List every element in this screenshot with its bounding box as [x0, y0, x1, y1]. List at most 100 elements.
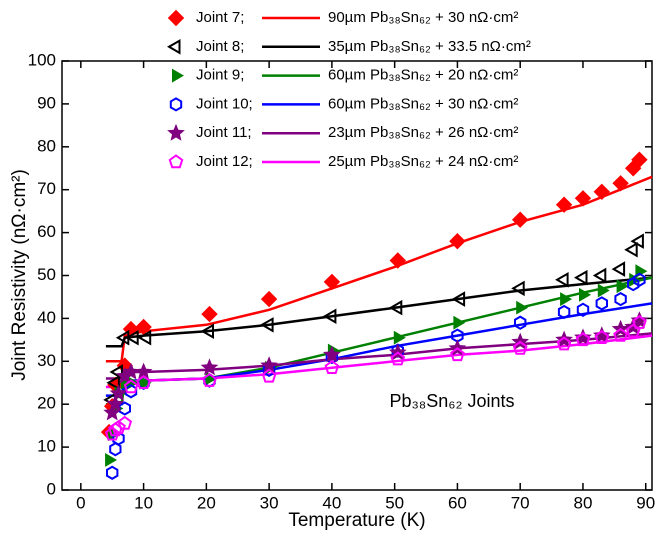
data-point: [103, 403, 122, 421]
data-point: [388, 299, 403, 316]
data-point: [106, 374, 120, 391]
data-point: [104, 426, 120, 441]
x-tick-label: 0: [76, 493, 85, 512]
data-point: [109, 384, 128, 401]
legend-marker: [169, 97, 183, 112]
x-tick-label: 60: [448, 493, 467, 512]
legend-label: Joint 8;: [196, 38, 244, 55]
data-point: [579, 287, 591, 302]
x-tick-label: 30: [260, 493, 279, 512]
y-tick-label: 20: [37, 394, 56, 413]
y-tick-label: 60: [37, 222, 56, 241]
data-point: [594, 329, 610, 344]
data-point: [630, 311, 649, 329]
data-point: [393, 330, 406, 345]
data-point: [109, 364, 123, 380]
data-point: [260, 317, 274, 333]
legend-marker: [167, 9, 185, 27]
fit-line: [105, 332, 653, 380]
legend-label: Joint 7;: [196, 9, 244, 26]
data-point: [136, 375, 151, 389]
data-point: [202, 372, 217, 387]
data-point: [631, 151, 648, 168]
x-tick-label: 10: [134, 493, 153, 512]
data-point: [512, 340, 528, 355]
y-tick-label: 50: [37, 265, 56, 284]
data-point: [632, 314, 647, 329]
x-tick-label: 70: [511, 493, 530, 512]
data-point: [592, 326, 611, 344]
legend-marker: [167, 38, 181, 55]
data-point: [627, 276, 640, 292]
y-tick-label: 40: [37, 308, 56, 327]
data-point: [624, 241, 638, 258]
data-point: [106, 465, 119, 480]
data-point: [576, 302, 590, 317]
x-tick-label: 40: [322, 493, 341, 512]
legend-marker: [172, 68, 184, 83]
legend-fit-label: 60µm Pb₃₈Sn₆₂ + 30 nΩ·cm²: [328, 95, 518, 112]
data-point: [574, 190, 592, 207]
x-tick-label: 20: [197, 493, 216, 512]
data-point: [574, 328, 592, 346]
data-point: [633, 272, 646, 287]
data-point: [450, 347, 465, 362]
x-axis-label: Temperature (K): [288, 510, 425, 531]
data-point: [389, 252, 407, 269]
data-point: [614, 291, 627, 307]
legend-fit-label: 25µm Pb₃₈Sn₆₂ + 24 nΩ·cm²: [328, 153, 518, 170]
data-point: [593, 183, 611, 201]
data-point: [611, 261, 626, 277]
data-point: [106, 394, 125, 412]
data-point: [118, 401, 131, 416]
data-point: [516, 300, 529, 315]
data-point: [201, 305, 218, 323]
x-tick-label: 50: [385, 493, 404, 512]
legend-label: Joint 9;: [196, 67, 244, 84]
data-point: [514, 315, 527, 330]
data-point: [597, 283, 610, 298]
data-point: [575, 332, 591, 347]
data-point: [556, 336, 572, 351]
legend-label: Joint 10;: [196, 95, 253, 112]
y-axis-label: Joint Resistivity (nΩ·cm²): [9, 169, 30, 381]
data-point: [560, 292, 573, 307]
annotation: Pb₃₈Sn₆₂ Joints: [389, 391, 514, 411]
data-point: [511, 280, 525, 297]
data-point: [200, 358, 219, 376]
fit-line: [105, 276, 653, 348]
data-point: [260, 290, 278, 308]
y-tick-label: 70: [37, 179, 56, 198]
legend-label: Joint 12;: [196, 153, 253, 170]
data-point: [137, 329, 152, 346]
data-point: [613, 327, 628, 342]
data-point: [612, 175, 629, 192]
data-point: [451, 291, 466, 307]
legend-fit-label: 35µm Pb₃₈Sn₆₂ + 33.5 nΩ·cm²: [328, 38, 531, 55]
data-point: [323, 345, 341, 363]
data-point: [322, 308, 337, 325]
y-tick-label: 10: [37, 437, 56, 456]
data-point: [630, 233, 644, 249]
data-point: [324, 359, 340, 374]
data-point: [449, 232, 466, 250]
y-tick-label: 0: [47, 479, 56, 498]
data-point: [262, 362, 276, 378]
data-point: [557, 304, 571, 320]
data-point: [261, 368, 277, 383]
data-point: [573, 269, 588, 286]
data-point: [125, 329, 139, 346]
data-point: [200, 323, 214, 340]
data-point: [555, 271, 569, 288]
fit-line: [105, 302, 653, 397]
x-tick-label: 80: [573, 493, 592, 512]
data-point: [592, 267, 607, 284]
data-point: [117, 415, 133, 430]
legend-fit-label: 90µm Pb₃₈Sn₆₂ + 30 nΩ·cm²: [328, 9, 518, 26]
y-tick-label: 80: [37, 136, 56, 155]
y-tick-label: 90: [37, 93, 56, 112]
data-point: [323, 273, 341, 291]
data-point: [123, 379, 139, 394]
data-point: [595, 296, 608, 311]
